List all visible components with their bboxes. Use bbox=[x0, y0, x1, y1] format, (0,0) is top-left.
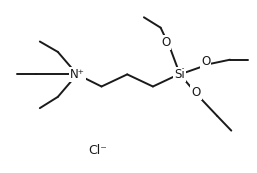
Text: Cl⁻: Cl⁻ bbox=[88, 144, 107, 157]
Text: O: O bbox=[191, 86, 200, 99]
Text: O: O bbox=[201, 55, 210, 68]
Text: Si: Si bbox=[175, 68, 185, 81]
Text: O: O bbox=[161, 36, 170, 49]
Text: N⁺: N⁺ bbox=[70, 68, 85, 81]
